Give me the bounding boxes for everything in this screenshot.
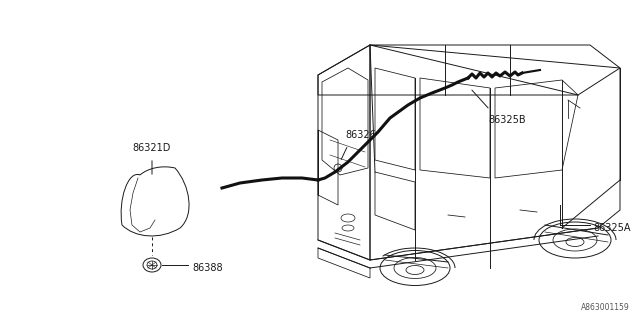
Text: 86325A: 86325A: [593, 223, 630, 233]
Text: 86325B: 86325B: [488, 115, 525, 125]
Text: 86326: 86326: [345, 130, 376, 140]
Text: 86388: 86388: [192, 263, 223, 273]
Text: 86321D: 86321D: [133, 143, 171, 153]
Text: A863001159: A863001159: [581, 303, 630, 312]
